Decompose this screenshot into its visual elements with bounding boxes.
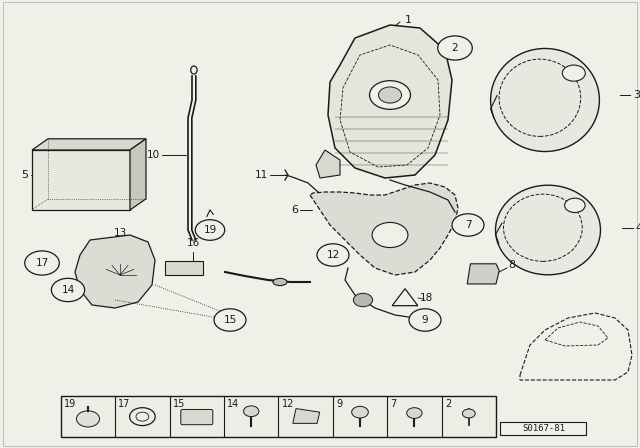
Text: 12: 12 <box>326 250 340 260</box>
Text: 12: 12 <box>282 399 294 409</box>
Circle shape <box>372 223 408 248</box>
Text: 1: 1 <box>405 15 412 25</box>
Text: 2: 2 <box>445 399 451 409</box>
Circle shape <box>195 220 225 240</box>
Ellipse shape <box>495 185 600 275</box>
Text: 9: 9 <box>422 315 428 325</box>
Text: 17: 17 <box>118 399 131 409</box>
Text: 3: 3 <box>633 90 640 100</box>
Text: 14: 14 <box>61 285 75 295</box>
Circle shape <box>564 198 585 212</box>
Polygon shape <box>293 409 320 423</box>
Circle shape <box>452 214 484 236</box>
Polygon shape <box>467 264 499 284</box>
Circle shape <box>438 36 472 60</box>
Text: 4: 4 <box>635 223 640 233</box>
Text: 7: 7 <box>465 220 471 230</box>
Circle shape <box>243 406 259 417</box>
Ellipse shape <box>491 48 600 151</box>
Polygon shape <box>32 150 130 210</box>
Circle shape <box>25 251 60 275</box>
Text: 19: 19 <box>204 225 216 235</box>
Circle shape <box>353 293 372 307</box>
Text: 6: 6 <box>291 205 298 215</box>
Polygon shape <box>75 235 155 308</box>
Text: 8: 8 <box>508 260 515 270</box>
Ellipse shape <box>191 66 197 74</box>
Text: 18: 18 <box>420 293 433 303</box>
Text: 14: 14 <box>227 399 239 409</box>
Text: 10: 10 <box>147 150 160 160</box>
Polygon shape <box>310 183 458 275</box>
Text: S0167-81: S0167-81 <box>522 424 565 433</box>
Circle shape <box>378 87 401 103</box>
FancyBboxPatch shape <box>61 396 496 437</box>
Text: 5: 5 <box>21 170 28 180</box>
Circle shape <box>369 81 410 109</box>
Circle shape <box>409 309 441 331</box>
Circle shape <box>563 65 586 81</box>
Circle shape <box>317 244 349 266</box>
Polygon shape <box>32 139 146 150</box>
Polygon shape <box>316 150 340 178</box>
Text: 11: 11 <box>255 170 268 180</box>
Text: 19: 19 <box>64 399 76 409</box>
Circle shape <box>51 278 84 302</box>
Circle shape <box>407 408 422 418</box>
FancyBboxPatch shape <box>180 409 212 425</box>
Polygon shape <box>328 25 452 178</box>
Ellipse shape <box>273 278 287 285</box>
Text: 7: 7 <box>390 399 397 409</box>
Text: 13: 13 <box>113 228 127 238</box>
FancyBboxPatch shape <box>500 422 586 435</box>
Text: 16: 16 <box>186 238 200 248</box>
Circle shape <box>352 406 369 418</box>
Text: 17: 17 <box>35 258 49 268</box>
Text: 15: 15 <box>173 399 185 409</box>
Circle shape <box>77 411 100 427</box>
Text: 2: 2 <box>452 43 458 53</box>
Circle shape <box>214 309 246 331</box>
Text: 15: 15 <box>223 315 237 325</box>
Polygon shape <box>130 139 146 210</box>
Text: 9: 9 <box>336 399 342 409</box>
Circle shape <box>463 409 475 418</box>
FancyBboxPatch shape <box>165 261 204 275</box>
